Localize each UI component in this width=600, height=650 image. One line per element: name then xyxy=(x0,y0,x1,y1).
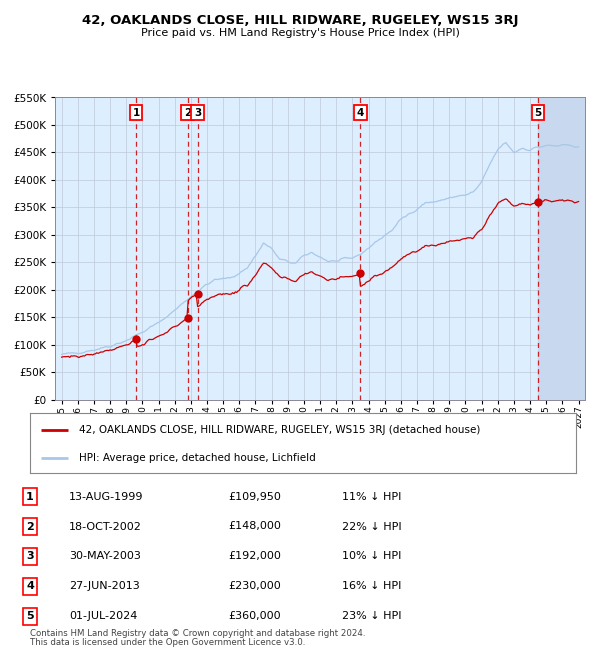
Text: 4: 4 xyxy=(357,108,364,118)
Text: 5: 5 xyxy=(535,108,542,118)
Text: 4: 4 xyxy=(26,581,34,592)
Text: £148,000: £148,000 xyxy=(228,521,281,532)
Text: Price paid vs. HM Land Registry's House Price Index (HPI): Price paid vs. HM Land Registry's House … xyxy=(140,28,460,38)
Bar xyxy=(538,98,595,400)
Text: 16% ↓ HPI: 16% ↓ HPI xyxy=(342,581,401,592)
Text: 23% ↓ HPI: 23% ↓ HPI xyxy=(342,611,401,621)
Bar xyxy=(538,98,595,400)
Text: 3: 3 xyxy=(194,108,201,118)
Text: 1: 1 xyxy=(133,108,140,118)
Text: £192,000: £192,000 xyxy=(228,551,281,562)
Text: 27-JUN-2013: 27-JUN-2013 xyxy=(69,581,140,592)
Text: 5: 5 xyxy=(26,611,34,621)
Text: 1: 1 xyxy=(26,491,34,502)
Text: 3: 3 xyxy=(26,551,34,562)
Text: £230,000: £230,000 xyxy=(228,581,281,592)
Text: 2: 2 xyxy=(184,108,191,118)
Text: HPI: Average price, detached house, Lichfield: HPI: Average price, detached house, Lich… xyxy=(79,453,316,463)
Text: £109,950: £109,950 xyxy=(228,491,281,502)
Text: 10% ↓ HPI: 10% ↓ HPI xyxy=(342,551,401,562)
Text: 13-AUG-1999: 13-AUG-1999 xyxy=(69,491,143,502)
Text: Contains HM Land Registry data © Crown copyright and database right 2024.: Contains HM Land Registry data © Crown c… xyxy=(30,629,365,638)
Text: 22% ↓ HPI: 22% ↓ HPI xyxy=(342,521,401,532)
Text: 42, OAKLANDS CLOSE, HILL RIDWARE, RUGELEY, WS15 3RJ: 42, OAKLANDS CLOSE, HILL RIDWARE, RUGELE… xyxy=(82,14,518,27)
Text: 42, OAKLANDS CLOSE, HILL RIDWARE, RUGELEY, WS15 3RJ (detached house): 42, OAKLANDS CLOSE, HILL RIDWARE, RUGELE… xyxy=(79,425,481,435)
Text: 30-MAY-2003: 30-MAY-2003 xyxy=(69,551,141,562)
Text: 11% ↓ HPI: 11% ↓ HPI xyxy=(342,491,401,502)
Text: This data is licensed under the Open Government Licence v3.0.: This data is licensed under the Open Gov… xyxy=(30,638,305,647)
Text: £360,000: £360,000 xyxy=(228,611,281,621)
Text: 2: 2 xyxy=(26,521,34,532)
Text: 01-JUL-2024: 01-JUL-2024 xyxy=(69,611,137,621)
Text: 18-OCT-2002: 18-OCT-2002 xyxy=(69,521,142,532)
